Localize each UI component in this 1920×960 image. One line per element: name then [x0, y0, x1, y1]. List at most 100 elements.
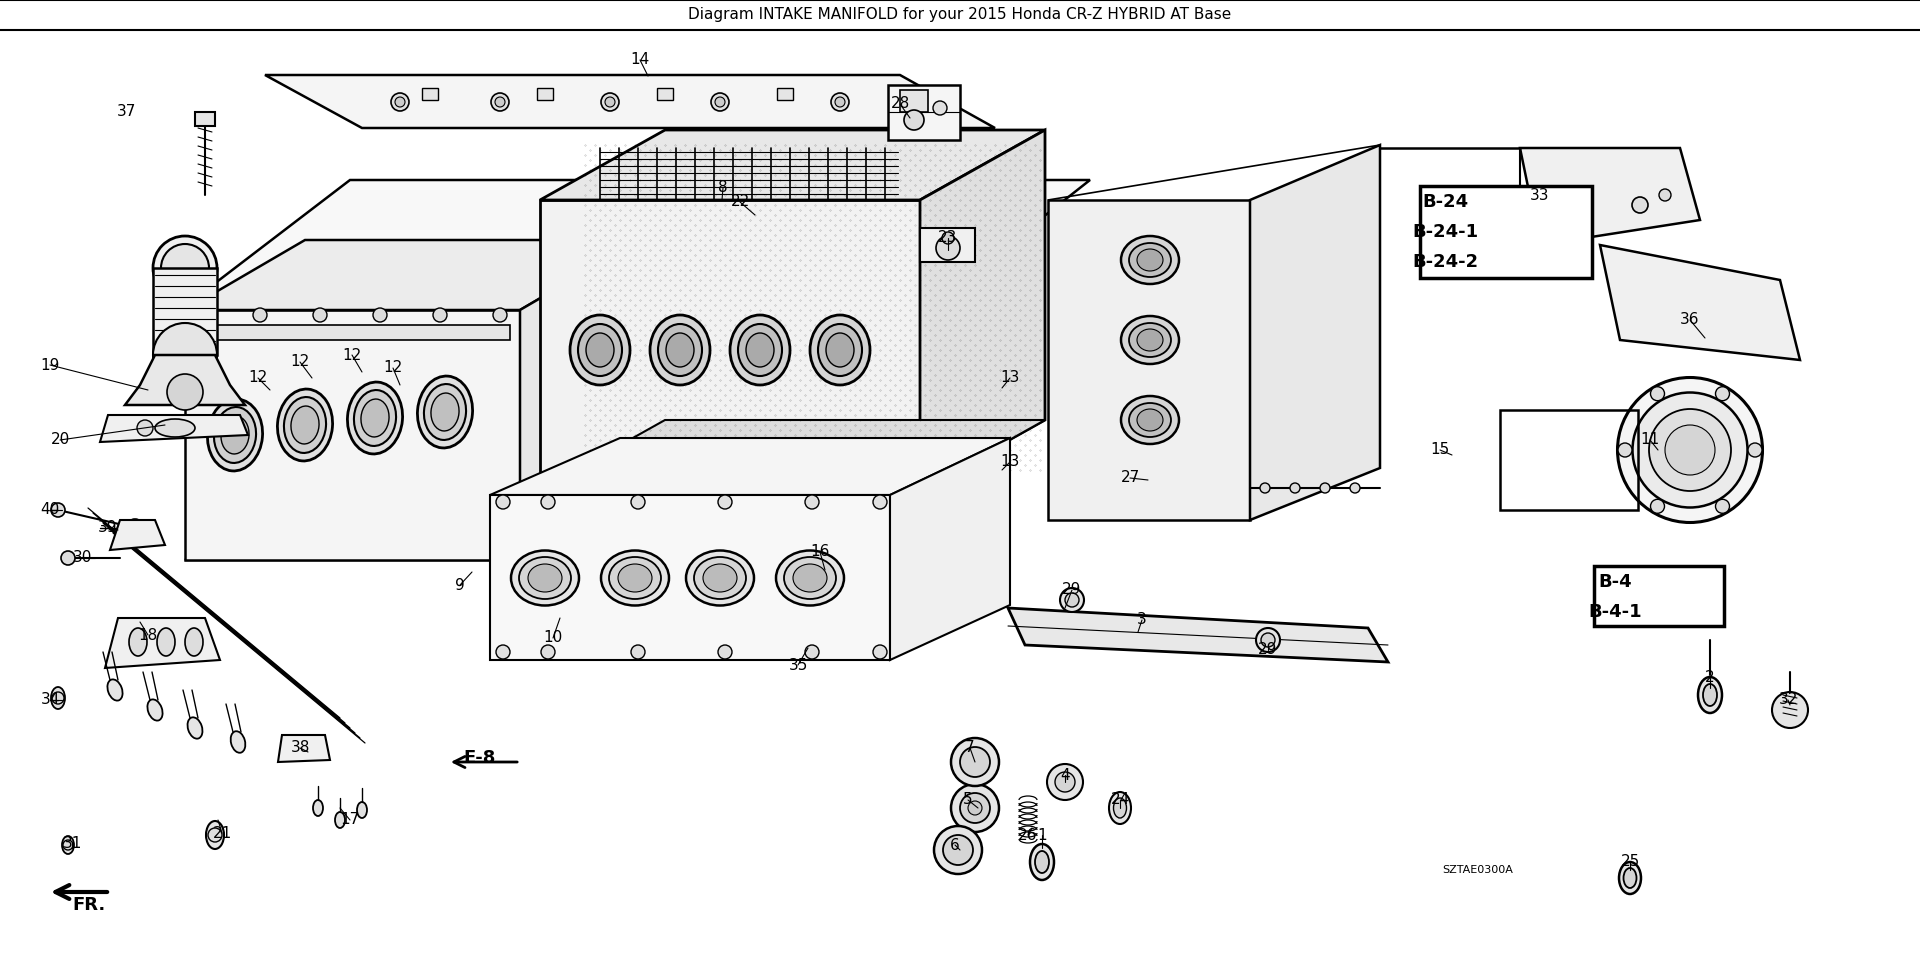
Ellipse shape	[424, 384, 467, 440]
Ellipse shape	[1619, 862, 1642, 894]
Ellipse shape	[205, 821, 225, 849]
Circle shape	[904, 110, 924, 130]
Circle shape	[950, 738, 998, 786]
Text: 31: 31	[61, 835, 83, 851]
Text: 27: 27	[1121, 470, 1140, 486]
Circle shape	[1747, 443, 1763, 457]
Ellipse shape	[1703, 684, 1716, 706]
Ellipse shape	[348, 382, 403, 454]
Ellipse shape	[528, 564, 563, 592]
Text: 7: 7	[966, 740, 975, 756]
Text: 33: 33	[1530, 188, 1549, 204]
Text: 32: 32	[1778, 692, 1797, 708]
Circle shape	[1715, 499, 1730, 514]
Text: 12: 12	[384, 361, 403, 375]
Circle shape	[605, 97, 614, 107]
Bar	[422, 88, 438, 100]
Ellipse shape	[1137, 329, 1164, 351]
Ellipse shape	[810, 315, 870, 385]
Circle shape	[541, 645, 555, 659]
Ellipse shape	[1121, 396, 1179, 444]
Text: 5: 5	[964, 793, 973, 807]
Circle shape	[1715, 387, 1730, 400]
Text: 8: 8	[718, 180, 728, 196]
Circle shape	[549, 484, 561, 496]
Ellipse shape	[1121, 236, 1179, 284]
Circle shape	[495, 97, 505, 107]
Circle shape	[434, 308, 447, 322]
Ellipse shape	[1029, 844, 1054, 880]
Text: B-4-1: B-4-1	[1588, 603, 1642, 621]
Text: 18: 18	[138, 628, 157, 642]
Text: 15: 15	[1430, 443, 1450, 458]
Polygon shape	[278, 735, 330, 762]
Circle shape	[495, 495, 511, 509]
Circle shape	[495, 645, 511, 659]
Polygon shape	[184, 240, 639, 310]
Circle shape	[632, 645, 645, 659]
Circle shape	[874, 495, 887, 509]
Ellipse shape	[213, 407, 255, 463]
Ellipse shape	[1617, 377, 1763, 522]
Text: 12: 12	[290, 354, 309, 370]
Text: FR.: FR.	[73, 896, 106, 914]
Text: 12: 12	[248, 371, 267, 386]
Circle shape	[933, 101, 947, 115]
Ellipse shape	[618, 564, 653, 592]
Polygon shape	[190, 325, 511, 340]
Ellipse shape	[276, 389, 332, 461]
Text: 28: 28	[891, 97, 910, 111]
Circle shape	[1290, 483, 1300, 493]
Ellipse shape	[207, 399, 263, 471]
Circle shape	[1256, 628, 1281, 652]
Circle shape	[253, 308, 267, 322]
Text: 3: 3	[1137, 612, 1146, 628]
Ellipse shape	[221, 416, 250, 454]
Circle shape	[1054, 772, 1075, 792]
Polygon shape	[520, 240, 639, 560]
Ellipse shape	[1129, 243, 1171, 277]
Ellipse shape	[1129, 403, 1171, 437]
Circle shape	[714, 97, 726, 107]
Polygon shape	[125, 355, 246, 405]
Ellipse shape	[659, 324, 703, 376]
Ellipse shape	[793, 564, 828, 592]
Polygon shape	[154, 268, 217, 355]
Circle shape	[136, 420, 154, 436]
Ellipse shape	[685, 550, 755, 606]
Polygon shape	[1250, 145, 1380, 520]
Ellipse shape	[230, 732, 246, 753]
Circle shape	[835, 97, 845, 107]
Ellipse shape	[353, 390, 396, 446]
Ellipse shape	[747, 333, 774, 367]
Circle shape	[933, 826, 981, 874]
Circle shape	[630, 484, 641, 496]
Ellipse shape	[737, 324, 781, 376]
Ellipse shape	[292, 406, 319, 444]
Circle shape	[718, 495, 732, 509]
Ellipse shape	[1137, 249, 1164, 271]
Text: 20: 20	[50, 433, 69, 447]
Polygon shape	[106, 618, 221, 668]
Ellipse shape	[1624, 868, 1636, 888]
Ellipse shape	[1649, 409, 1732, 491]
Text: 13: 13	[1000, 371, 1020, 386]
Text: 39: 39	[98, 520, 117, 536]
Circle shape	[161, 244, 209, 292]
Text: 1: 1	[1037, 828, 1046, 843]
Bar	[538, 88, 553, 100]
Ellipse shape	[776, 550, 845, 606]
Text: 30: 30	[73, 550, 92, 565]
Circle shape	[1350, 483, 1359, 493]
Circle shape	[154, 236, 217, 300]
Circle shape	[968, 801, 981, 815]
Ellipse shape	[609, 557, 660, 599]
Text: 25: 25	[1620, 854, 1640, 870]
Circle shape	[874, 645, 887, 659]
Text: SZTAE0300A: SZTAE0300A	[1442, 865, 1513, 875]
Circle shape	[1632, 197, 1647, 213]
Circle shape	[943, 232, 954, 244]
Text: 12: 12	[342, 348, 361, 363]
Circle shape	[52, 503, 65, 517]
Text: B-24: B-24	[1423, 193, 1469, 211]
